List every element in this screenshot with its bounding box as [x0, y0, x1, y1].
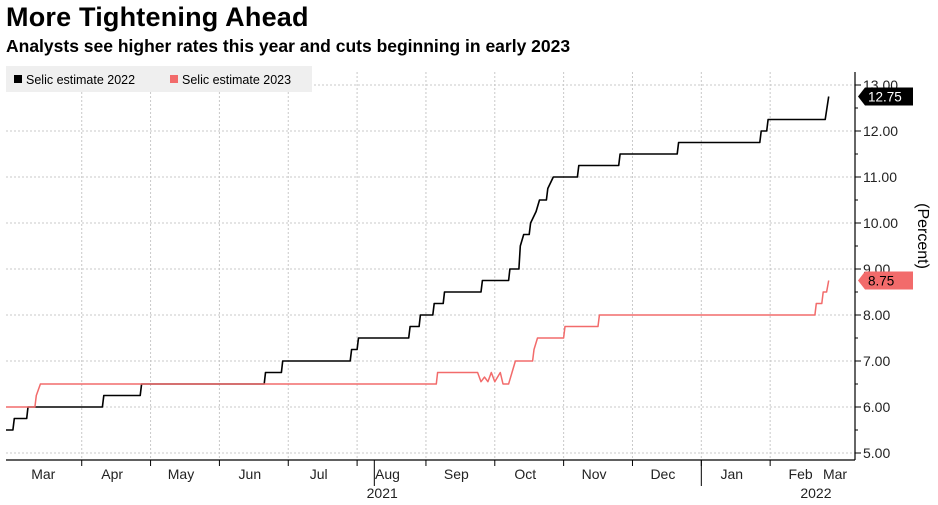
- x-tick-label: Jun: [239, 466, 262, 482]
- legend-swatch: [14, 75, 22, 83]
- y-tick-label: 11.00: [863, 169, 897, 185]
- legend-entry: Selic estimate 2023: [182, 73, 291, 87]
- x-tick-label: Sep: [444, 466, 469, 482]
- x-tick-label: Mar: [31, 466, 55, 482]
- x-tick-label: Aug: [375, 466, 400, 482]
- legend: Selic estimate 2022 Selic estimate 2023: [6, 66, 312, 92]
- x-tick-label: Oct: [514, 466, 536, 482]
- x-tick-label: Dec: [650, 466, 675, 482]
- last-value-label: 12.75: [868, 90, 902, 105]
- legend-entry: Selic estimate 2022: [26, 73, 135, 87]
- y-tick-label: 6.00: [863, 399, 890, 415]
- y-tick-label: 10.00: [863, 215, 898, 231]
- y-tick-label: 8.00: [863, 307, 890, 323]
- series-line-selic-2022: [6, 96, 830, 431]
- last-value-tag-2023: [858, 271, 913, 290]
- legend-swatch: [170, 75, 178, 83]
- x-year-label: 2022: [800, 485, 831, 501]
- y-tick-label: 7.00: [863, 353, 890, 369]
- chart-title: More Tightening Ahead: [6, 2, 309, 32]
- x-tick-label: May: [168, 466, 194, 482]
- x-tick-label: Mar: [823, 466, 847, 482]
- series-line-selic-2023: [6, 280, 830, 408]
- x-tick-label: Nov: [582, 466, 607, 482]
- x-year-label: 2021: [367, 485, 398, 501]
- chart-subtitle: Analysts see higher rates this year and …: [6, 36, 571, 56]
- legend-box: [6, 66, 312, 92]
- y-tick-label: 5.00: [863, 445, 890, 461]
- last-value-tags: 12.75 8.75: [858, 87, 913, 290]
- x-tick-label: Jan: [720, 466, 743, 482]
- x-tick-label: Feb: [789, 466, 813, 482]
- last-value-tag-2022: [858, 87, 913, 106]
- grid-layer: [6, 72, 855, 460]
- x-tick-label: Apr: [101, 466, 123, 482]
- axis-layer: 5.006.007.008.009.0010.0011.0012.0013.00…: [6, 72, 931, 501]
- y-axis-label: (Percent): [914, 203, 931, 269]
- last-value-label: 8.75: [868, 274, 894, 289]
- series-layer: [6, 96, 830, 431]
- y-tick-label: 12.00: [863, 123, 898, 139]
- x-tick-label: Jul: [310, 466, 328, 482]
